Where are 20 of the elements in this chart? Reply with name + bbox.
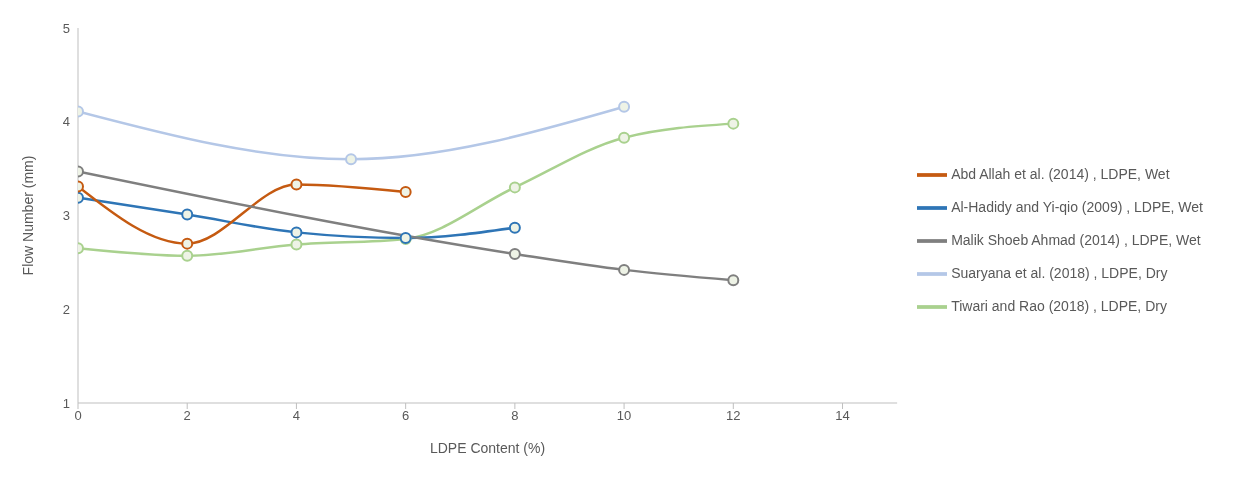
y-tick-label: 3	[62, 208, 70, 224]
x-tick-label: 6	[402, 408, 410, 424]
y-tick-label: 5	[62, 20, 70, 36]
x-axis-title: LDPE Content (%)	[429, 440, 546, 456]
legend-label: Al-Hadidy and Yi-qio (2009) , LDPE, Wet	[951, 199, 1203, 215]
y-tick-label: 2	[62, 301, 70, 317]
legend-label: Abd Allah et al. (2014) , LDPE, Wet	[951, 166, 1170, 182]
y-tick-label: 4	[62, 114, 70, 130]
legend-label: Suaryana et al. (2018) , LDPE, Dry	[951, 265, 1168, 281]
x-tick-label: 4	[292, 408, 301, 424]
x-tick-label: 2	[183, 408, 191, 424]
legend-label: Tiwari and Rao (2018) , LDPE, Dry	[951, 298, 1167, 314]
x-tick-label: 10	[616, 408, 632, 424]
y-axis-title: Flow Number (mm)	[19, 155, 36, 276]
x-tick-label: 12	[726, 408, 741, 424]
legend-label: Malik Shoeb Ahmad (2014) , LDPE, Wet	[951, 232, 1201, 248]
x-tick-label: 0	[74, 408, 82, 424]
x-tick-label: 8	[511, 408, 519, 424]
y-tick-label: 1	[62, 395, 70, 411]
x-tick-label: 14	[835, 408, 850, 424]
